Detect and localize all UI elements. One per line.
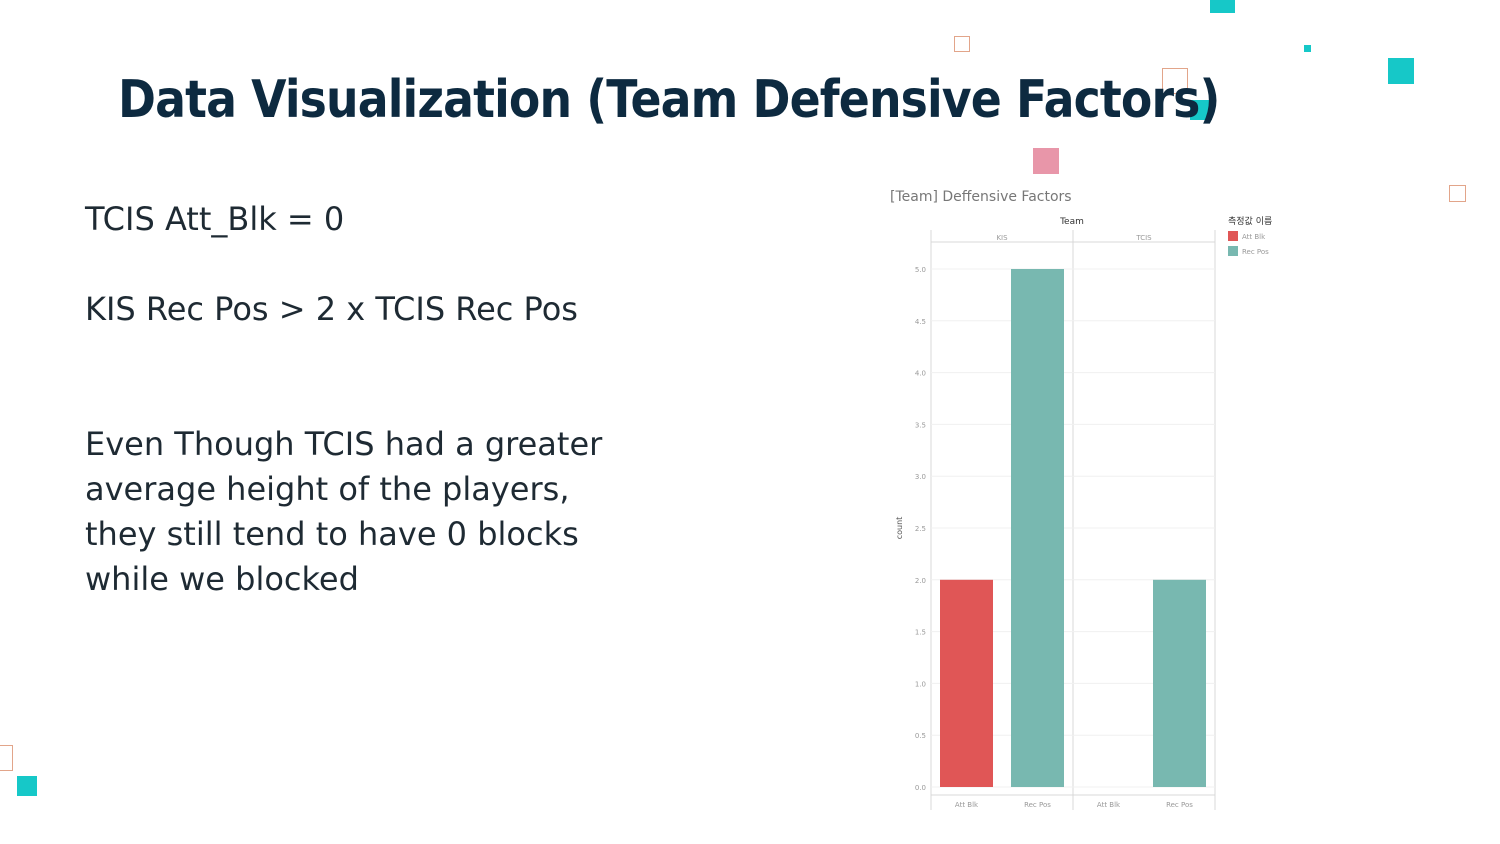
defensive-factors-chart: [Team] Deffensive Factors Team 측정값 이름 0.… xyxy=(880,178,1290,818)
x-tick-label: Rec Pos xyxy=(1166,801,1193,809)
statement-rec-pos: KIS Rec Pos > 2 x TCIS Rec Pos xyxy=(85,290,578,328)
paragraph-line: Even Though TCIS had a greater xyxy=(85,425,603,463)
y-tick-label: 5.0 xyxy=(915,266,926,274)
statement-att-blk: TCIS Att_Blk = 0 xyxy=(85,200,345,238)
legend-title: 측정값 이름 xyxy=(1228,215,1272,227)
y-tick-label: 2.5 xyxy=(915,525,926,533)
y-tick-label: 1.5 xyxy=(915,629,926,637)
y-tick-label: 3.5 xyxy=(915,421,926,429)
legend-label: Att Blk xyxy=(1242,233,1266,241)
deco-outline-square xyxy=(0,745,13,771)
column-header: Team xyxy=(1059,217,1084,227)
bar-kis-rec-pos xyxy=(1011,269,1064,787)
deco-teal-square xyxy=(1190,100,1212,120)
slide-title: Data Visualization (Team Defensive Facto… xyxy=(118,70,1220,130)
bar-tcis-rec-pos xyxy=(1153,579,1206,787)
deco-teal-square xyxy=(1304,45,1311,52)
x-tick-label: Rec Pos xyxy=(1024,801,1051,809)
y-tick-label: 0.5 xyxy=(915,732,926,740)
legend-swatch xyxy=(1228,231,1238,241)
deco-teal-square xyxy=(1210,0,1235,13)
chart-title: [Team] Deffensive Factors xyxy=(890,189,1072,205)
y-axis-label: count xyxy=(895,517,904,540)
legend-swatch xyxy=(1228,246,1238,256)
paragraph-line: while we blocked xyxy=(85,560,359,598)
panel-header: TCIS xyxy=(1135,234,1152,242)
deco-pink-square xyxy=(1033,148,1059,174)
deco-teal-square xyxy=(17,776,37,796)
x-tick-label: Att Blk xyxy=(955,801,979,809)
deco-teal-square xyxy=(1388,58,1414,84)
chart-svg: [Team] Deffensive Factors Team 측정값 이름 0.… xyxy=(890,189,1272,810)
y-tick-label: 1.0 xyxy=(915,680,926,688)
y-tick-label: 0.0 xyxy=(915,784,926,792)
legend-label: Rec Pos xyxy=(1242,248,1269,256)
paragraph-line: average height of the players, xyxy=(85,470,570,508)
deco-outline-square xyxy=(954,36,970,52)
panel-header: KIS xyxy=(996,234,1008,242)
y-tick-label: 2.0 xyxy=(915,577,926,585)
y-tick-label: 3.0 xyxy=(915,473,926,481)
bar-kis-att-blk xyxy=(940,579,993,787)
deco-outline-square xyxy=(1162,68,1188,94)
deco-outline-square xyxy=(1449,185,1466,202)
paragraph-line: they still tend to have 0 blocks xyxy=(85,515,579,553)
y-tick-label: 4.5 xyxy=(915,318,926,326)
y-tick-label: 4.0 xyxy=(915,370,926,378)
x-tick-label: Att Blk xyxy=(1097,801,1121,809)
